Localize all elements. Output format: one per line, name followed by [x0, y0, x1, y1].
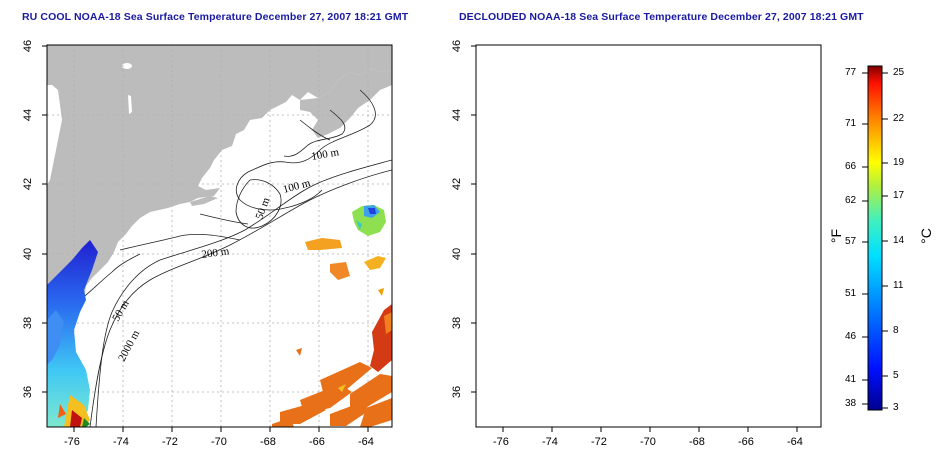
left-panel-title: RU COOL NOAA-18 Sea Surface Temperature … — [22, 11, 409, 23]
contour-labels-right: 100 m 100 m 50 m 200 m 50 m 2000 m — [539, 146, 769, 363]
x-tick: -64 — [787, 436, 803, 448]
fahrenheit-tick: 62 — [845, 195, 857, 206]
celsius-tick: 19 — [893, 157, 905, 168]
y-tick: 38 — [451, 316, 464, 330]
y-tick: 40 — [451, 247, 464, 261]
colorbar-ticks — [862, 72, 888, 409]
svg-text:200 m: 200 m — [630, 245, 660, 261]
coastal-sst-left — [47, 240, 98, 427]
left-axis-ticks — [42, 45, 369, 432]
fahrenheit-tick: 41 — [845, 374, 857, 385]
bathymetry-contours — [79, 89, 392, 427]
svg-text:50 m: 50 m — [110, 298, 132, 324]
svg-text:2000 m: 2000 m — [545, 328, 571, 363]
y-tick: 46 — [451, 39, 464, 53]
y-tick: 36 — [451, 385, 464, 399]
celsius-tick: 5 — [893, 370, 899, 381]
svg-text:50 m: 50 m — [254, 196, 273, 221]
svg-text:200 m: 200 m — [201, 245, 231, 261]
fahrenheit-tick: 57 — [845, 236, 857, 247]
celsius-unit-label: °C — [917, 228, 934, 244]
colorbar — [867, 65, 883, 411]
y-tick: 42 — [451, 177, 464, 191]
right-panel-title: DECLOUDED NOAA-18 Sea Surface Temperatur… — [459, 11, 864, 23]
x-tick: -66 — [738, 436, 754, 448]
x-tick: -74 — [542, 436, 558, 448]
x-tick: -70 — [640, 436, 656, 448]
celsius-tick: 3 — [893, 402, 899, 413]
svg-text:100 m: 100 m — [310, 146, 340, 163]
svg-text:50 m: 50 m — [539, 298, 561, 324]
right-axis-ticks — [471, 45, 798, 432]
y-tick: 36 — [22, 385, 35, 399]
celsius-tick: 25 — [893, 67, 905, 78]
x-tick: -64 — [358, 436, 374, 448]
right-map-frame — [475, 44, 822, 428]
grid-lines — [47, 45, 392, 427]
y-tick: 44 — [22, 108, 35, 122]
x-tick: -68 — [260, 436, 276, 448]
y-tick: 46 — [22, 39, 35, 53]
x-tick: -72 — [591, 436, 607, 448]
y-tick: 42 — [22, 177, 35, 191]
fahrenheit-tick: 38 — [845, 398, 857, 409]
fahrenheit-tick: 66 — [845, 161, 857, 172]
y-tick: 40 — [22, 247, 35, 261]
fahrenheit-tick: 77 — [845, 67, 857, 78]
svg-text:100 m: 100 m — [711, 177, 741, 196]
land-nova-scotia — [300, 68, 392, 138]
fahrenheit-tick: 51 — [845, 288, 857, 299]
right-map-content: 100 m 100 m 50 m 200 m 50 m 2000 m — [476, 45, 821, 427]
svg-text:100 m: 100 m — [739, 146, 769, 163]
y-tick: 44 — [451, 108, 464, 122]
celsius-tick: 8 — [893, 325, 899, 336]
fahrenheit-unit-label: °F — [828, 228, 845, 244]
left-map-content: 100 m 100 m 50 m 200 m 50 m 2000 m — [47, 45, 392, 427]
left-x-axis-labels: -76 -74 -72 -70 -68 -66 -64 -76 -74 -72 … — [0, 436, 950, 450]
y-tick: 38 — [22, 316, 35, 330]
sst-patches-lower-left — [272, 348, 392, 427]
land-mass — [47, 45, 392, 405]
celsius-tick: 17 — [893, 190, 905, 201]
celsius-tick: 14 — [893, 235, 905, 246]
svg-text:100 m: 100 m — [282, 177, 312, 196]
celsius-tick: 22 — [893, 113, 905, 124]
fahrenheit-tick: 71 — [845, 118, 857, 129]
x-tick: -66 — [309, 436, 325, 448]
celsius-tick: 11 — [893, 280, 904, 291]
svg-text:50 m: 50 m — [683, 196, 702, 221]
contour-labels: 100 m 100 m 50 m 200 m 50 m 2000 m — [110, 146, 340, 363]
x-tick: -74 — [113, 436, 129, 448]
x-tick: -70 — [211, 436, 227, 448]
x-tick: -68 — [689, 436, 705, 448]
x-tick: -76 — [493, 436, 509, 448]
fahrenheit-tick: 46 — [845, 331, 857, 342]
left-map-frame — [46, 44, 393, 428]
x-tick: -76 — [64, 436, 80, 448]
svg-text:2000 m: 2000 m — [116, 328, 142, 363]
x-tick: -72 — [162, 436, 178, 448]
